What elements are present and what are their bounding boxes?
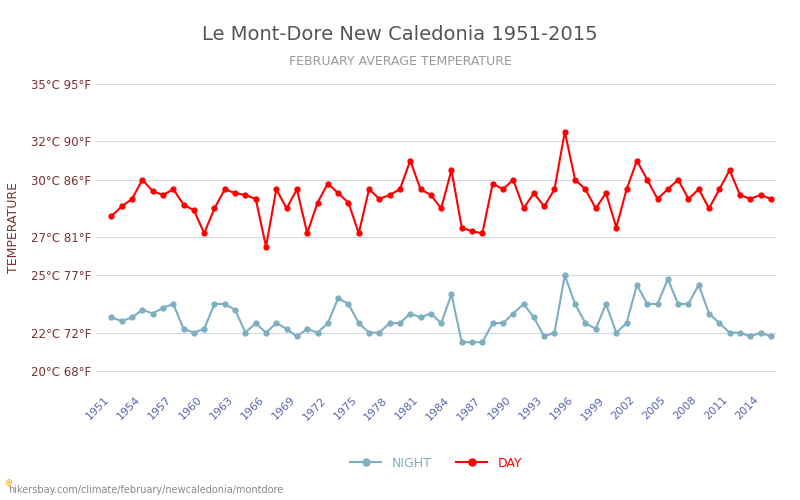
Text: hikersbay.com/climate/february/newcaledonia/montdore: hikersbay.com/climate/february/newcaledo… [8, 485, 283, 495]
Text: ⊕: ⊕ [4, 478, 12, 488]
Text: Le Mont-Dore New Caledonia 1951-2015: Le Mont-Dore New Caledonia 1951-2015 [202, 25, 598, 44]
Y-axis label: TEMPERATURE: TEMPERATURE [6, 182, 20, 273]
Legend: NIGHT, DAY: NIGHT, DAY [345, 452, 527, 475]
Text: FEBRUARY AVERAGE TEMPERATURE: FEBRUARY AVERAGE TEMPERATURE [289, 55, 511, 68]
